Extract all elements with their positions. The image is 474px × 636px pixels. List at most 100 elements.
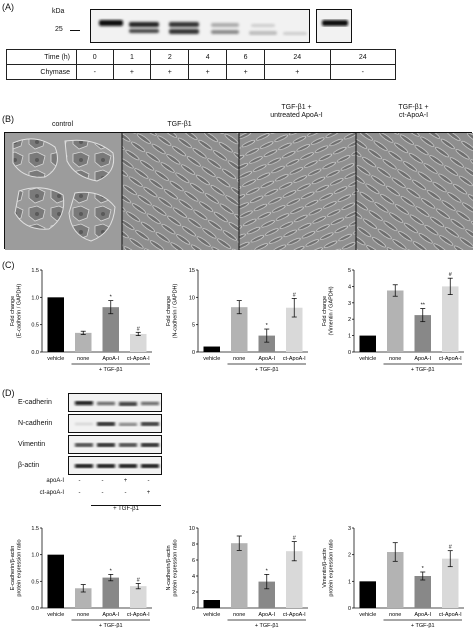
chymase-cell: + xyxy=(150,64,190,80)
y-axis-label-line: N-cadherin/β-actin xyxy=(166,545,172,590)
significance-mark: * xyxy=(422,566,425,572)
bar xyxy=(359,581,376,608)
category-label: ct-ApoA-I xyxy=(283,356,306,362)
y-tick-label: 8 xyxy=(192,542,195,548)
significance-mark: # xyxy=(449,272,453,278)
category-label: ApoA-I xyxy=(102,612,119,618)
bar xyxy=(231,543,248,608)
y-tick-label: 4 xyxy=(192,574,195,580)
blot-label-bactin: β-actin xyxy=(18,462,40,469)
y-axis-label: Vimentin/β-actinprotein expression ratio xyxy=(322,539,335,596)
y-axis-label: Fold change(E-cadherin / GAPDH) xyxy=(10,284,23,339)
bar xyxy=(231,307,248,352)
category-label: ApoA-I xyxy=(414,356,431,362)
y-axis-label: Fold change(N-cadherin / GAPDH) xyxy=(166,283,179,338)
y-axis-label-line: (N-cadherin / GAPDH) xyxy=(173,283,179,338)
y-tick-label: 0.0 xyxy=(31,350,39,356)
image-label-untreated-apoa: TGF-β1 + untreated ApoA-I xyxy=(270,104,323,119)
y-axis-label-line: protein expression ratio xyxy=(329,539,335,596)
category-label: ApoA-I xyxy=(102,356,119,362)
blot-bactin xyxy=(68,456,162,475)
y-tick-label: 2 xyxy=(192,590,195,596)
y-axis-label-line: Fold change xyxy=(10,296,16,326)
bar xyxy=(414,576,431,608)
significance-mark: * xyxy=(110,295,113,301)
category-label: none xyxy=(77,356,89,362)
category-label: ApoA-I xyxy=(258,356,275,362)
category-label: none xyxy=(233,612,245,618)
category-label: vehicle xyxy=(359,612,376,618)
ct-apoa-cell: - xyxy=(78,490,81,496)
group-label: + TGF-β1 xyxy=(411,623,435,629)
group-label: + TGF-β1 xyxy=(99,623,123,629)
chymase-cell: - xyxy=(76,64,114,80)
image-label-control: control xyxy=(51,121,73,128)
category-label: ct-ApoA-I xyxy=(439,356,462,362)
significance-mark: ** xyxy=(421,303,426,309)
bar xyxy=(258,335,275,352)
ct-apoa-cell: - xyxy=(124,490,127,496)
y-tick-label: 10 xyxy=(189,526,195,532)
y-axis-label: Fold change(Vimentin / GAPDH) xyxy=(322,286,335,335)
bar xyxy=(442,558,459,608)
category-label: vehicle xyxy=(47,612,64,618)
image-label-ct-apoa: TGF-β1 + ct-ApoA-I xyxy=(398,104,429,119)
bar xyxy=(102,307,119,352)
time-cell: 0 xyxy=(76,49,114,65)
bar xyxy=(286,307,303,352)
category-label: none xyxy=(389,356,401,362)
panel-a-control-blot xyxy=(316,9,352,43)
apoa-cell: - xyxy=(147,478,150,484)
significance-mark: # xyxy=(293,292,297,298)
marker-25-label: 25 xyxy=(55,26,63,33)
significance-mark: * xyxy=(266,323,269,329)
bactin-bands xyxy=(75,464,159,468)
vimentin-bands xyxy=(75,443,159,447)
chymase-row-label: Chymase xyxy=(6,64,77,80)
bar xyxy=(130,333,147,352)
apoa-cell: + xyxy=(123,478,128,484)
category-label: ct-ApoA-I xyxy=(127,612,150,618)
significance-mark: # xyxy=(449,545,453,551)
bar xyxy=(359,335,376,352)
chymase-cell: + xyxy=(112,64,152,80)
row-label-ct-apoa: ct-apoA-I xyxy=(39,490,64,496)
y-tick-label: 0.0 xyxy=(31,606,39,612)
y-tick-label: 0 xyxy=(192,350,195,356)
group-label: + TGF-β1 xyxy=(99,367,123,373)
y-tick-label: 3 xyxy=(348,526,351,532)
micrograph-strip xyxy=(4,132,473,250)
apoa-cell: - xyxy=(101,478,104,484)
panel-c-chart-0: 0.0 0.5 1.0 1.5 Fold change(E-cadherin / GAP… xyxy=(10,268,152,373)
y-tick-label: 15 xyxy=(189,268,195,274)
panel-b-label: (B) xyxy=(2,114,14,124)
blot-ncadherin xyxy=(68,414,162,433)
panel-d-chart-1: 0 2 4 6 8 10 N-cadherin/β-actinprotein express… xyxy=(166,526,308,629)
blot-label-vimentin: Vimentin xyxy=(18,441,46,448)
bar xyxy=(47,297,64,352)
y-tick-label: 0 xyxy=(348,350,351,356)
time-row-label: Time (h) xyxy=(6,49,77,65)
panel-d-chart-2: 0 1 2 3 Vimentin/β-actinprotein expression r… xyxy=(322,526,464,629)
panel-a-label: (A) xyxy=(2,2,14,12)
time-cell: 24 xyxy=(329,49,396,65)
panel-c-label: (C) xyxy=(2,260,15,270)
time-cell: 2 xyxy=(150,49,190,65)
chymase-cell: + xyxy=(264,64,331,80)
significance-mark: * xyxy=(110,568,113,574)
panel-d-charts: 0.00.51.01.5E-cadherin/β-actinprotein ex… xyxy=(10,526,464,629)
category-label: vehicle xyxy=(203,612,220,618)
y-axis-label-line: (Vimentin / GAPDH) xyxy=(329,286,335,335)
bar xyxy=(203,600,220,608)
ct-apoa-cell: - xyxy=(101,490,104,496)
y-tick-label: 5 xyxy=(348,268,351,274)
category-label: vehicle xyxy=(359,356,376,362)
group-label: + TGF-β1 xyxy=(255,367,279,373)
bar xyxy=(203,346,220,352)
time-cell: 1 xyxy=(112,49,152,65)
category-label: ApoA-I xyxy=(258,612,275,618)
chymase-cell: + xyxy=(188,64,228,80)
time-cell: 24 xyxy=(264,49,331,65)
ecadherin-bands xyxy=(75,401,159,406)
